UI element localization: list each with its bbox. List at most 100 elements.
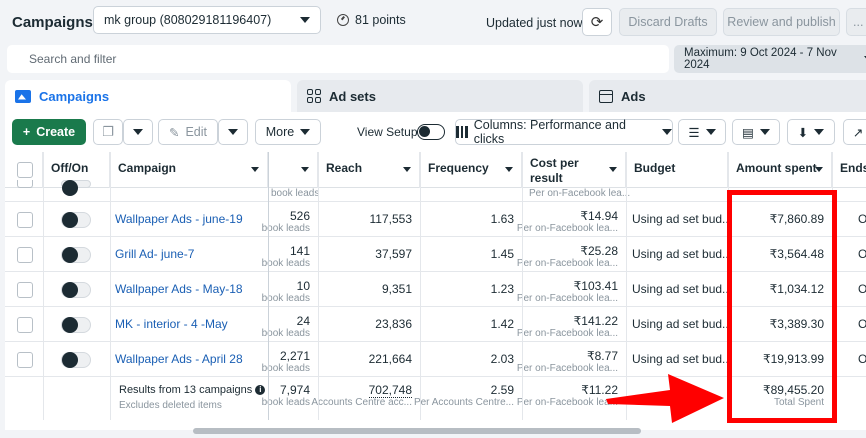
- account-selector[interactable]: mk group (808029181196407): [93, 6, 321, 34]
- row-toggle[interactable]: [61, 212, 91, 228]
- summary-spent-sub: Total Spent: [773, 397, 824, 408]
- tab-campaigns[interactable]: Campaigns: [5, 80, 291, 112]
- tab-ad-sets[interactable]: Ad sets: [297, 80, 583, 112]
- export-button[interactable]: ⬇: [787, 119, 835, 145]
- column-header-ends[interactable]: Ends: [840, 161, 866, 175]
- breakdown-button[interactable]: ☰: [678, 119, 726, 145]
- summary-cpr-value: ₹11.22: [581, 383, 618, 397]
- frequency-value: 1.45: [490, 247, 514, 261]
- pencil-icon: ✎: [168, 125, 180, 140]
- reach-value: 23,836: [375, 317, 412, 331]
- create-button[interactable]: + Create: [12, 119, 86, 145]
- tab-label: Ads: [621, 88, 646, 104]
- chevron-down-icon: [759, 129, 770, 135]
- row-checkbox[interactable]: [17, 180, 33, 188]
- row-checkbox[interactable]: [17, 317, 33, 333]
- campaign-name-link[interactable]: MK - interior - 4 -May: [115, 317, 228, 331]
- frequency-cell: 1.42: [420, 307, 522, 342]
- reach-cell: 23,836: [318, 307, 420, 342]
- points-label: 81 points: [355, 13, 406, 27]
- column-header-frequency[interactable]: Frequency: [420, 152, 522, 188]
- campaign-name-link[interactable]: Wallpaper Ads - june-19: [115, 212, 243, 226]
- more-button[interactable]: More: [255, 119, 321, 145]
- chevron-down-icon: [403, 167, 411, 172]
- summary-frequency-value: 2.59: [490, 383, 514, 397]
- row-toggle[interactable]: [61, 352, 91, 368]
- chevron-down-icon: [301, 167, 309, 172]
- summary-subtitle: Excludes deleted items: [119, 400, 222, 411]
- column-header-campaign[interactable]: Campaign: [110, 152, 268, 188]
- column-header-cost-per-result[interactable]: Cost per result: [522, 152, 626, 188]
- row-toggle[interactable]: [61, 180, 91, 196]
- row-toggle[interactable]: [61, 317, 91, 333]
- folder-icon: [15, 89, 31, 103]
- results-sub: book leads: [261, 328, 310, 339]
- review-publish-button[interactable]: Review and publish: [723, 8, 840, 36]
- column-divider: [626, 152, 627, 420]
- summary-title: Results from 13 campaigns i: [119, 384, 266, 396]
- column-header-budget[interactable]: Budget: [626, 152, 728, 188]
- refresh-button[interactable]: ⟳: [582, 8, 612, 36]
- reach-value: 221,664: [368, 352, 412, 366]
- report-icon: ▤: [742, 125, 754, 140]
- row-toggle[interactable]: [61, 282, 91, 298]
- chart-button[interactable]: ↗: [843, 119, 866, 145]
- cpr-value: ₹103.41: [573, 279, 618, 293]
- edit-button[interactable]: ✎ Edit: [158, 119, 218, 145]
- row-checkbox[interactable]: [17, 352, 33, 368]
- chart-icon: ↗: [852, 125, 864, 140]
- column-header-reach[interactable]: Reach: [318, 152, 420, 188]
- cpr-sub: Per on-Facebook lea...: [516, 363, 618, 374]
- search-input[interactable]: Search and filter: [7, 45, 669, 73]
- chevron-down-icon: [300, 129, 311, 135]
- results-sub: book leads: [271, 188, 320, 199]
- chevron-down-icon: [133, 129, 143, 135]
- row-toggle[interactable]: [61, 247, 91, 263]
- amount-spent-cell: ₹7,860.89: [728, 202, 832, 237]
- column-header-offon[interactable]: Off/On: [43, 152, 110, 188]
- results-cell: 10 book leads: [262, 272, 318, 307]
- reach-value: 9,351: [381, 282, 412, 296]
- column-header-amount-spent[interactable]: Amount spent: [728, 152, 832, 188]
- columns-label: Columns: Performance and clicks: [473, 118, 626, 146]
- column-divider: [43, 152, 44, 420]
- frequency-value: 1.42: [490, 317, 514, 331]
- row-checkbox[interactable]: [17, 212, 33, 228]
- summary-reach-value[interactable]: 702,748: [368, 383, 412, 398]
- duplicate-menu-button[interactable]: [123, 119, 153, 145]
- edit-menu-button[interactable]: [218, 119, 248, 145]
- more-options-button[interactable]: ...: [846, 8, 866, 36]
- row-checkbox[interactable]: [17, 247, 33, 263]
- results-sub: book leads: [261, 258, 310, 269]
- table-row[interactable]: Wallpaper Ads - May-18 10 book leads 9,3…: [5, 272, 866, 307]
- reach-cell: 37,597: [318, 237, 420, 272]
- table-row[interactable]: MK - interior - 4 -May 24 book leads 23,…: [5, 307, 866, 342]
- campaigns-table: Off/On Campaign Reach Frequency Cost per…: [5, 152, 866, 430]
- column-divider: [318, 152, 319, 420]
- table-row-partial: book leads Per on-Facebook lea...: [5, 180, 866, 202]
- reach-value: 117,553: [369, 212, 413, 226]
- columns-button[interactable]: Columns: Performance and clicks: [455, 118, 673, 146]
- date-range-picker[interactable]: Maximum: 9 Oct 2024 - 7 Nov 2024: [674, 45, 866, 73]
- table-row[interactable]: Wallpaper Ads - April 28 2,271 book lead…: [5, 342, 866, 377]
- campaign-name-link[interactable]: Wallpaper Ads - May-18: [115, 282, 243, 296]
- points-indicator[interactable]: 81 points: [337, 13, 406, 27]
- campaign-name-link[interactable]: Grill Ad- june-7: [115, 247, 195, 261]
- campaign-name-link[interactable]: Wallpaper Ads - April 28: [115, 352, 243, 366]
- horizontal-scrollbar[interactable]: [193, 428, 641, 434]
- select-all-cell: [5, 152, 43, 188]
- view-setup-toggle[interactable]: [417, 124, 445, 140]
- tab-ads[interactable]: Ads: [589, 80, 866, 112]
- info-icon[interactable]: i: [255, 385, 266, 396]
- table-row[interactable]: Wallpaper Ads - june-19 526 book leads 1…: [5, 202, 866, 237]
- reports-button[interactable]: ▤: [732, 119, 780, 145]
- column-header-results[interactable]: [268, 152, 318, 188]
- frequency-cell: 1.23: [420, 272, 522, 307]
- select-all-checkbox[interactable]: [17, 162, 33, 178]
- table-row[interactable]: Grill Ad- june-7 141 book leads 37,597 1…: [5, 237, 866, 272]
- summary-results-sub: book leads: [261, 397, 310, 408]
- row-checkbox[interactable]: [17, 282, 33, 298]
- discard-drafts-button[interactable]: Discard Drafts: [619, 8, 717, 36]
- arrow-annotation: [606, 374, 724, 423]
- duplicate-button[interactable]: ❐: [93, 119, 123, 145]
